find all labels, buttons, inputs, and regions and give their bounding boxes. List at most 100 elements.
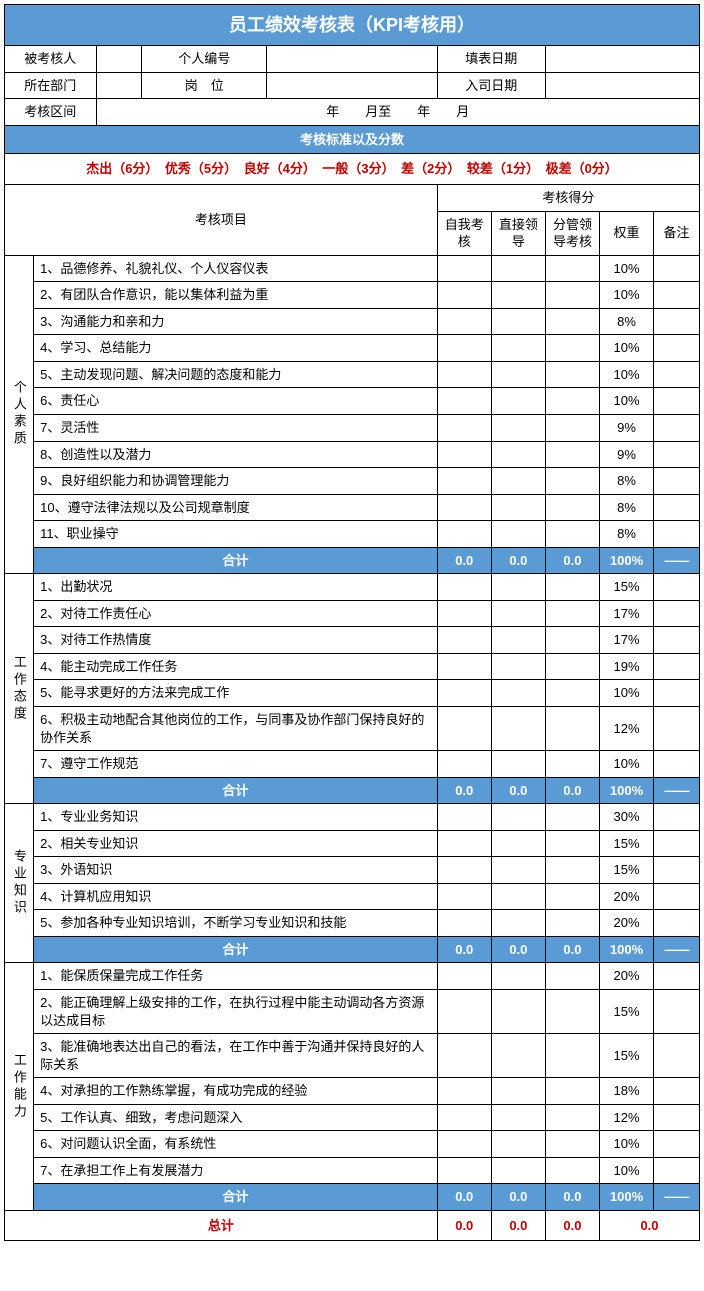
score-branch[interactable] [545, 1157, 599, 1184]
value-period[interactable]: 年 月至 年 月 [96, 99, 699, 126]
score-branch[interactable] [545, 857, 599, 884]
score-branch[interactable] [545, 388, 599, 415]
score-direct[interactable] [491, 414, 545, 441]
score-direct[interactable] [491, 653, 545, 680]
score-branch[interactable] [545, 282, 599, 309]
score-self[interactable] [437, 883, 491, 910]
remark-cell[interactable] [654, 857, 700, 884]
score-self[interactable] [437, 653, 491, 680]
score-branch[interactable] [545, 600, 599, 627]
score-branch[interactable] [545, 751, 599, 778]
remark-cell[interactable] [654, 282, 700, 309]
score-self[interactable] [437, 706, 491, 750]
score-self[interactable] [437, 388, 491, 415]
score-direct[interactable] [491, 963, 545, 990]
score-direct[interactable] [491, 910, 545, 937]
score-branch[interactable] [545, 627, 599, 654]
value-dept[interactable] [96, 72, 142, 99]
score-self[interactable] [437, 1078, 491, 1105]
remark-cell[interactable] [654, 521, 700, 548]
score-direct[interactable] [491, 680, 545, 707]
score-direct[interactable] [491, 1034, 545, 1078]
score-direct[interactable] [491, 494, 545, 521]
remark-cell[interactable] [654, 1131, 700, 1158]
score-self[interactable] [437, 255, 491, 282]
score-self[interactable] [437, 963, 491, 990]
score-self[interactable] [437, 1104, 491, 1131]
score-branch[interactable] [545, 1034, 599, 1078]
score-branch[interactable] [545, 414, 599, 441]
score-self[interactable] [437, 361, 491, 388]
score-branch[interactable] [545, 308, 599, 335]
remark-cell[interactable] [654, 414, 700, 441]
score-branch[interactable] [545, 1131, 599, 1158]
score-branch[interactable] [545, 830, 599, 857]
remark-cell[interactable] [654, 494, 700, 521]
score-direct[interactable] [491, 989, 545, 1033]
remark-cell[interactable] [654, 804, 700, 831]
score-branch[interactable] [545, 706, 599, 750]
score-self[interactable] [437, 910, 491, 937]
score-direct[interactable] [491, 521, 545, 548]
remark-cell[interactable] [654, 680, 700, 707]
score-branch[interactable] [545, 883, 599, 910]
score-self[interactable] [437, 751, 491, 778]
score-direct[interactable] [491, 1131, 545, 1158]
score-self[interactable] [437, 468, 491, 495]
score-self[interactable] [437, 1034, 491, 1078]
score-direct[interactable] [491, 468, 545, 495]
score-self[interactable] [437, 414, 491, 441]
score-self[interactable] [437, 1131, 491, 1158]
value-evaluee[interactable] [96, 46, 142, 73]
score-direct[interactable] [491, 804, 545, 831]
score-branch[interactable] [545, 1104, 599, 1131]
score-direct[interactable] [491, 1157, 545, 1184]
score-self[interactable] [437, 857, 491, 884]
score-direct[interactable] [491, 361, 545, 388]
score-direct[interactable] [491, 1078, 545, 1105]
remark-cell[interactable] [654, 335, 700, 362]
remark-cell[interactable] [654, 441, 700, 468]
remark-cell[interactable] [654, 910, 700, 937]
score-branch[interactable] [545, 468, 599, 495]
score-direct[interactable] [491, 830, 545, 857]
score-branch[interactable] [545, 441, 599, 468]
remark-cell[interactable] [654, 308, 700, 335]
score-self[interactable] [437, 282, 491, 309]
score-branch[interactable] [545, 255, 599, 282]
score-self[interactable] [437, 335, 491, 362]
score-direct[interactable] [491, 574, 545, 601]
value-join-date[interactable] [545, 72, 699, 99]
remark-cell[interactable] [654, 830, 700, 857]
score-branch[interactable] [545, 335, 599, 362]
remark-cell[interactable] [654, 574, 700, 601]
score-self[interactable] [437, 600, 491, 627]
score-self[interactable] [437, 521, 491, 548]
score-branch[interactable] [545, 494, 599, 521]
value-post[interactable] [267, 72, 438, 99]
remark-cell[interactable] [654, 963, 700, 990]
remark-cell[interactable] [654, 627, 700, 654]
score-direct[interactable] [491, 857, 545, 884]
score-direct[interactable] [491, 335, 545, 362]
score-direct[interactable] [491, 388, 545, 415]
score-self[interactable] [437, 574, 491, 601]
score-branch[interactable] [545, 963, 599, 990]
remark-cell[interactable] [654, 1104, 700, 1131]
score-self[interactable] [437, 308, 491, 335]
score-branch[interactable] [545, 574, 599, 601]
score-direct[interactable] [491, 282, 545, 309]
remark-cell[interactable] [654, 1078, 700, 1105]
score-direct[interactable] [491, 751, 545, 778]
score-self[interactable] [437, 989, 491, 1033]
score-self[interactable] [437, 494, 491, 521]
score-direct[interactable] [491, 600, 545, 627]
score-branch[interactable] [545, 910, 599, 937]
score-direct[interactable] [491, 627, 545, 654]
remark-cell[interactable] [654, 468, 700, 495]
score-branch[interactable] [545, 521, 599, 548]
score-branch[interactable] [545, 989, 599, 1033]
score-branch[interactable] [545, 680, 599, 707]
remark-cell[interactable] [654, 388, 700, 415]
score-branch[interactable] [545, 804, 599, 831]
